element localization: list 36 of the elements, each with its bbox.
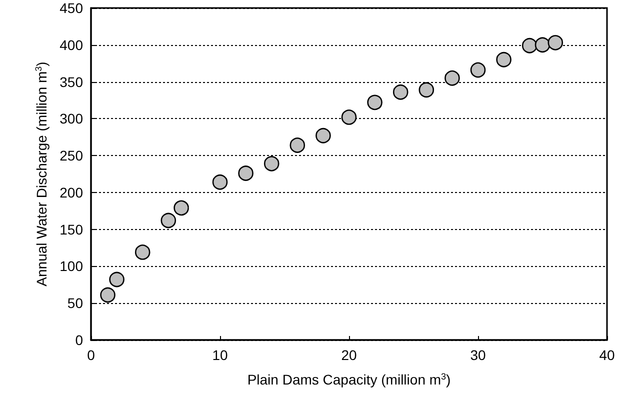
point [264,156,280,172]
point [367,94,382,110]
point [444,70,460,86]
point [548,35,564,50]
y-tick-label: 450 [60,0,84,16]
point [470,62,486,78]
point [496,52,512,68]
y-tick-label: 100 [60,258,84,274]
point [290,138,306,153]
x-tick-label: 20 [341,347,357,363]
x-tick-label: 10 [212,347,228,363]
point [534,37,550,53]
x-tick-label: 40 [599,347,615,363]
point [212,174,228,190]
point [316,128,331,144]
point [341,110,357,125]
x-tick-label: 0 [87,347,96,363]
y-tick-label: 0 [75,332,84,348]
y-tick-label: 50 [67,295,84,312]
point [109,272,124,288]
y-axis-title: Annual Water Discharge (million m3) [34,62,50,286]
x-tick-label: 30 [470,347,486,363]
y-tick-label: 200 [60,184,84,200]
y-tick-label: 350 [60,74,84,90]
y-tick-label: 400 [60,36,84,53]
y-tick-label: 300 [60,110,84,127]
point [392,84,408,100]
point [100,287,116,303]
point [522,38,538,54]
point [174,200,189,216]
point [160,212,176,228]
y-tick-label: 150 [60,221,84,238]
point [418,82,434,98]
point [238,166,254,181]
point [134,244,150,260]
y-tick-label: 250 [60,148,84,164]
